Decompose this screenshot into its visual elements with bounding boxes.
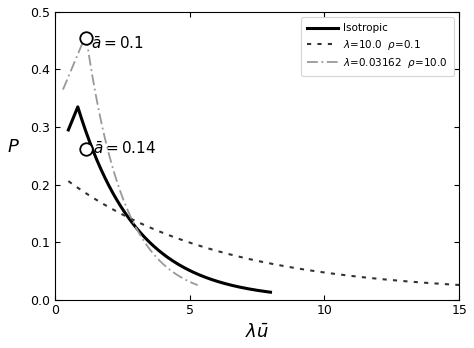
Isotropic <box>265 290 271 294</box>
Isotropic <box>176 263 182 267</box>
$\lambda$=0.03162  $\rho$=10.0 <box>60 88 66 92</box>
Y-axis label: $P$: $P$ <box>7 138 20 156</box>
$\lambda$=0.03162  $\rho$=10.0 <box>82 36 87 40</box>
Text: $\bar{a} = 0.1$: $\bar{a} = 0.1$ <box>91 35 144 52</box>
$\lambda$=10.0  $\rho$=0.1 <box>65 179 71 183</box>
Isotropic <box>75 105 81 109</box>
$\lambda$=0.03162  $\rho$=10.0 <box>193 282 199 286</box>
X-axis label: $\lambda\bar{u}$: $\lambda\bar{u}$ <box>245 323 269 341</box>
Isotropic <box>147 240 153 245</box>
$\lambda$=0.03162  $\rho$=10.0 <box>83 33 89 37</box>
$\lambda$=0.03162  $\rho$=10.0 <box>111 169 117 173</box>
$\lambda$=0.03162  $\rho$=10.0 <box>122 201 128 206</box>
$\lambda$=10.0  $\rho$=0.1 <box>456 283 462 287</box>
$\lambda$=0.03162  $\rho$=10.0 <box>189 280 194 285</box>
Isotropic <box>103 178 109 182</box>
Isotropic <box>65 128 71 132</box>
$\lambda$=10.0  $\rho$=0.1 <box>386 278 392 282</box>
$\lambda$=0.03162  $\rho$=10.0 <box>131 222 137 226</box>
Text: $\bar{a} = 0.14$: $\bar{a} = 0.14$ <box>92 141 156 157</box>
$\lambda$=10.0  $\rho$=0.1 <box>251 258 257 262</box>
Isotropic <box>163 254 169 258</box>
$\lambda$=0.03162  $\rho$=10.0 <box>195 283 201 287</box>
Isotropic <box>268 290 273 294</box>
Line: $\lambda$=0.03162  $\rho$=10.0: $\lambda$=0.03162 $\rho$=10.0 <box>63 35 198 285</box>
Line: Isotropic: Isotropic <box>68 107 271 292</box>
Line: $\lambda$=10.0  $\rho$=0.1: $\lambda$=10.0 $\rho$=0.1 <box>68 181 459 285</box>
Legend: Isotropic, $\lambda$=10.0  $\rho$=0.1, $\lambda$=0.03162  $\rho$=10.0: Isotropic, $\lambda$=10.0 $\rho$=0.1, $\… <box>301 17 454 76</box>
$\lambda$=10.0  $\rho$=0.1 <box>254 259 259 263</box>
$\lambda$=10.0  $\rho$=0.1 <box>277 263 283 267</box>
$\lambda$=10.0  $\rho$=0.1 <box>447 282 453 286</box>
Isotropic <box>259 289 264 293</box>
$\lambda$=10.0  $\rho$=0.1 <box>298 267 304 271</box>
